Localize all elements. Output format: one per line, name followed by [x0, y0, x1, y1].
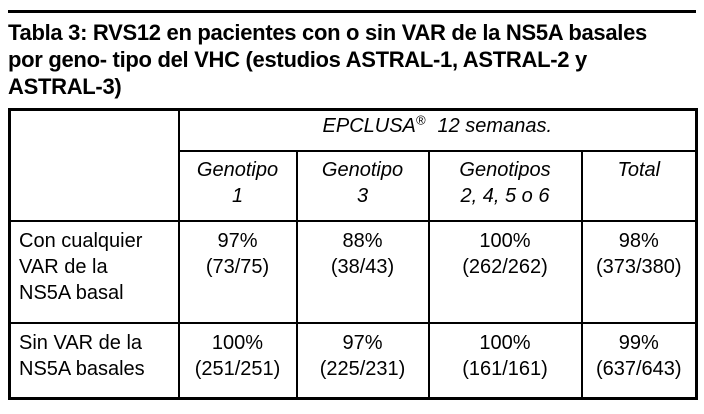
value-cell: 100% (251/251): [177, 321, 298, 400]
row-label-line: NS5A basales: [19, 357, 145, 380]
value-cell: 100% (161/161): [427, 321, 583, 400]
fraction-value: (251/251): [194, 357, 281, 380]
table-title-line: ASTRAL-3): [8, 74, 122, 99]
percent-value: 88%: [342, 229, 383, 252]
column-header-line: 1: [231, 184, 244, 207]
column-header-line: 3: [356, 184, 369, 207]
treatment-duration: 12 semanas.: [437, 115, 553, 137]
column-header-genotipo-1: Genotipo 1: [177, 149, 298, 222]
value-cell: 88% (38/43): [295, 219, 430, 324]
percent-value: 97%: [217, 229, 258, 252]
value-cell: 98% (373/380): [580, 219, 698, 324]
column-header-line: 2, 4, 5 o 6: [460, 184, 550, 207]
table-title-line: por geno- tipo del VHC (estudios ASTRAL-…: [8, 47, 587, 72]
treatment-header-row: EPCLUSA® 12 semanas.: [8, 108, 698, 222]
percent-value: 97%: [342, 331, 383, 354]
fraction-value: (373/380): [595, 255, 682, 278]
brand-name: EPCLUSA: [322, 115, 416, 137]
table-title: Tabla 3: RVS12 en pacientes con o sin VA…: [8, 19, 696, 100]
document-page: Tabla 3: RVS12 en pacientes con o sin VA…: [8, 10, 699, 400]
column-header-total: Total: [580, 149, 698, 222]
column-header-line: Genotipos: [459, 158, 551, 181]
title-top-rule: [8, 10, 696, 13]
row-label-con-var: Con cualquier VAR de la NS5A basal: [8, 219, 180, 324]
column-header-genotipo-3: Genotipo 3: [295, 149, 430, 222]
row-label-line: Con cualquier: [19, 229, 143, 252]
column-header-genotipos-2456: Genotipos 2, 4, 5 o 6: [427, 149, 583, 222]
fraction-value: (161/161): [462, 357, 548, 380]
value-cell: 100% (262/262): [427, 219, 583, 324]
fraction-value: (637/643): [595, 357, 682, 380]
row-label-line: Sin VAR de la: [19, 331, 143, 354]
percent-value: 100%: [211, 331, 264, 354]
row-label-line: NS5A basal: [19, 281, 124, 304]
row-label-line: VAR de la: [19, 255, 108, 278]
column-header-line: Genotipo: [196, 158, 279, 181]
column-header-line: Genotipo: [321, 158, 404, 181]
fraction-value: (225/231): [319, 357, 406, 380]
table-row-with-var: Con cualquier VAR de la NS5A basal 97% (…: [8, 219, 698, 324]
fraction-value: (73/75): [205, 255, 270, 278]
table-title-line: Tabla 3: RVS12 en pacientes con o sin VA…: [8, 20, 647, 45]
percent-value: 99%: [618, 331, 659, 354]
percent-value: 100%: [479, 229, 531, 252]
value-cell: 97% (73/75): [177, 219, 298, 324]
fraction-value: (262/262): [462, 255, 548, 278]
percent-value: 100%: [479, 331, 531, 354]
treatment-header-cell: EPCLUSA® 12 semanas.: [177, 108, 698, 152]
row-label-sin-var: Sin VAR de la NS5A basales: [8, 321, 180, 400]
rvs12-results-table: EPCLUSA® 12 semanas. Genotipo 1 Genotipo …: [8, 108, 699, 400]
table-row-without-var: Sin VAR de la NS5A basales 100% (251/251…: [8, 321, 698, 400]
empty-stub-cell: [8, 108, 180, 222]
column-header-line: Total: [617, 158, 661, 181]
fraction-value: (38/43): [330, 255, 395, 278]
genotype-header-row: Genotipo 1 Genotipo 3 Genotipos 2, 4, 5 …: [10, 149, 698, 222]
registered-trademark-symbol: ®: [415, 112, 426, 128]
value-cell: 97% (225/231): [295, 321, 430, 400]
percent-value: 98%: [618, 229, 659, 252]
value-cell: 99% (637/643): [580, 321, 698, 400]
